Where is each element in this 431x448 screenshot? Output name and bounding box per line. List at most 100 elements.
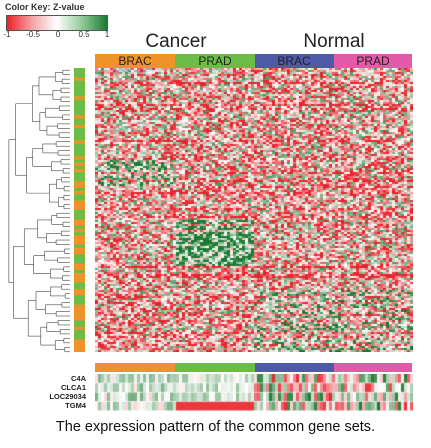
row-side-cell	[74, 109, 85, 113]
row-side-cell	[74, 225, 85, 230]
row-side-cell	[74, 93, 85, 97]
row-side-cell	[74, 184, 85, 189]
row-side-cell	[74, 140, 85, 145]
subgroup-label-cancer-prad: PRAD	[198, 54, 232, 68]
row-side-cell	[74, 150, 85, 154]
column-bar-cancer-brac	[95, 54, 175, 68]
row-side-cell	[74, 251, 85, 255]
row-side-cell	[74, 118, 85, 122]
gene-label-clca1: CLCA1	[60, 383, 86, 392]
bottom-bar-normal-prad	[334, 363, 412, 372]
row-side-cell	[74, 320, 85, 324]
row-side-cell	[74, 146, 85, 151]
color-key-tick: -0.5	[26, 30, 40, 39]
row-side-cell	[74, 90, 85, 94]
bottom-bar-cancer-brac	[95, 363, 175, 372]
row-side-cell	[74, 307, 85, 312]
row-side-cell	[74, 153, 85, 157]
row-side-cell	[74, 168, 85, 173]
row-side-cell	[74, 96, 85, 100]
row-side-cell	[74, 301, 85, 305]
row-side-cell	[74, 345, 85, 350]
row-side-cell	[74, 206, 85, 211]
row-side-cell	[74, 304, 85, 309]
row-side-cell	[74, 156, 85, 160]
row-side-cell	[74, 178, 85, 182]
gene-label-loc29034: LOC29034	[49, 392, 86, 401]
row-side-cell	[74, 197, 85, 201]
row-side-cell	[74, 105, 85, 110]
row-side-cell	[74, 83, 85, 88]
row-side-cell	[74, 288, 85, 293]
row-side-cell	[74, 244, 85, 249]
color-key-tick: 0.5	[78, 30, 90, 39]
row-side-cell	[74, 162, 85, 167]
heatmap-gene-panel	[95, 374, 413, 411]
row-side-cell	[74, 127, 85, 132]
row-side-cell	[74, 342, 85, 346]
row-side-cell	[74, 298, 85, 302]
row-side-cell	[74, 348, 85, 352]
subgroup-label-cancer-brac: BRAC	[118, 54, 152, 68]
row-side-cell	[74, 323, 85, 328]
row-side-cell	[74, 260, 85, 264]
column-bar-normal-prad	[334, 54, 412, 68]
row-side-cell	[74, 314, 85, 318]
row-side-cell	[74, 77, 85, 81]
row-side-cell	[74, 121, 85, 126]
bottom-bar-cancer-prad	[175, 363, 255, 372]
row-side-cell	[74, 115, 85, 119]
row-side-cell	[74, 137, 85, 141]
color-key-tick: 0	[55, 30, 61, 39]
heatmap-main	[95, 68, 413, 352]
row-side-cell	[74, 68, 85, 72]
row-side-color-bar	[74, 68, 85, 352]
color-key-tick: 1	[104, 30, 110, 39]
row-side-cell	[74, 74, 85, 78]
color-key-ticks: -1 -0.5 0 0.5 1	[3, 30, 114, 42]
row-side-cell	[74, 143, 85, 148]
row-side-cell	[74, 80, 85, 85]
row-side-cell	[74, 131, 85, 135]
row-side-cell	[74, 124, 85, 129]
row-side-cell	[74, 269, 85, 274]
row-side-cell	[74, 159, 85, 163]
column-bar-normal-brac	[255, 54, 334, 68]
row-side-cell	[74, 254, 85, 258]
row-side-cell	[74, 134, 85, 138]
row-side-cell	[74, 99, 85, 104]
row-side-cell	[74, 210, 85, 214]
row-side-cell	[74, 285, 85, 290]
row-side-cell	[74, 336, 85, 340]
row-side-cell	[74, 228, 85, 233]
row-side-cell	[74, 165, 85, 170]
row-side-cell	[74, 200, 85, 204]
row-side-cell	[74, 238, 85, 242]
subgroup-label-normal-brac: BRAC	[277, 54, 311, 68]
bottom-bar-normal-brac	[255, 363, 334, 372]
gene-label-tgm4: TGM4	[65, 401, 86, 410]
row-side-cell	[74, 273, 85, 277]
color-key-tick: -1	[3, 30, 11, 39]
row-side-cell	[74, 292, 85, 296]
column-bar-cancer-prad	[175, 54, 255, 68]
row-side-cell	[74, 172, 85, 176]
row-side-cell	[74, 317, 85, 321]
row-side-cell	[74, 194, 85, 198]
row-side-cell	[74, 295, 85, 299]
row-side-cell	[74, 247, 85, 252]
row-side-cell	[74, 333, 85, 337]
row-side-cell	[74, 282, 85, 287]
row-side-cell	[74, 102, 85, 107]
row-dendrogram	[8, 69, 70, 353]
row-side-cell	[74, 203, 85, 208]
group-title-cancer: Cancer	[145, 31, 207, 52]
row-side-cell	[74, 279, 85, 283]
row-side-cell	[74, 276, 85, 280]
subgroup-label-normal-prad: PRAD	[356, 54, 390, 68]
row-side-cell	[74, 266, 85, 271]
row-side-cell	[74, 232, 85, 236]
row-side-cell	[74, 86, 85, 91]
row-side-cell	[74, 175, 85, 179]
row-side-cell	[74, 213, 85, 217]
